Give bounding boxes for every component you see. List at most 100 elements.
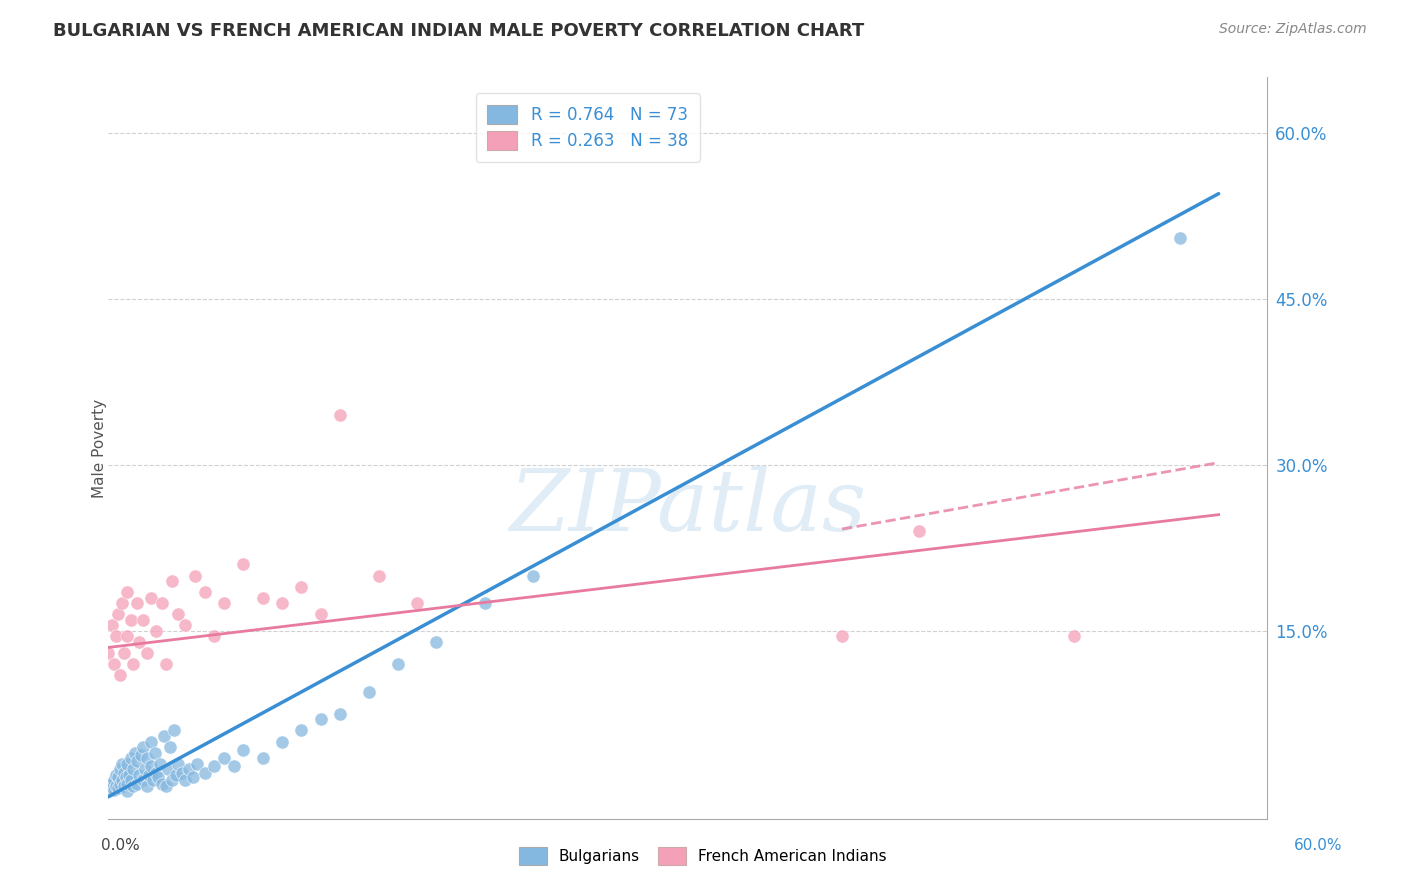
Point [329, 408, 352, 422]
Point [129, 747, 152, 762]
Point [117, 784, 139, 798]
Point [181, 770, 204, 784]
Point [271, 596, 294, 610]
Point [159, 740, 181, 755]
Point [148, 770, 170, 784]
Point [474, 596, 496, 610]
Point [357, 684, 380, 698]
Point [150, 776, 173, 790]
Point [104, 768, 127, 782]
Point [367, 568, 389, 582]
Point [101, 780, 124, 795]
Point [202, 759, 225, 773]
Point [145, 624, 167, 638]
Point [111, 596, 134, 610]
Point [107, 607, 129, 622]
Point [108, 668, 131, 682]
Point [222, 759, 245, 773]
Point [160, 574, 183, 588]
Point [831, 629, 853, 643]
Point [101, 618, 124, 632]
Point [232, 743, 254, 757]
Point [120, 773, 142, 788]
Text: BULGARIAN VS FRENCH AMERICAN INDIAN MALE POVERTY CORRELATION CHART: BULGARIAN VS FRENCH AMERICAN INDIAN MALE… [53, 22, 865, 40]
Point [139, 759, 162, 773]
Point [132, 740, 155, 755]
Legend: Bulgarians, French American Indians: Bulgarians, French American Indians [513, 841, 893, 871]
Text: Source: ZipAtlas.com: Source: ZipAtlas.com [1219, 22, 1367, 37]
Point [111, 773, 134, 788]
Point [112, 765, 135, 780]
Point [120, 751, 142, 765]
Point [97, 646, 120, 660]
Point [184, 568, 207, 582]
Point [150, 596, 173, 610]
Point [111, 756, 134, 771]
Text: 0.0%: 0.0% [101, 838, 141, 853]
Point [127, 596, 149, 610]
Point [139, 591, 162, 605]
Point [212, 596, 235, 610]
Point [138, 768, 160, 782]
Point [425, 635, 447, 649]
Point [124, 746, 146, 760]
Point [134, 762, 156, 776]
Point [135, 779, 157, 793]
Point [166, 607, 188, 622]
Point [97, 784, 120, 798]
Point [406, 596, 429, 610]
Point [118, 768, 141, 782]
Point [135, 751, 157, 765]
Text: 60.0%: 60.0% [1295, 838, 1343, 853]
Point [117, 756, 139, 771]
Point [139, 734, 162, 748]
Point [108, 762, 131, 776]
Point [104, 779, 127, 793]
Point [149, 756, 172, 771]
Text: ZIPatlas: ZIPatlas [509, 467, 866, 549]
Point [112, 646, 135, 660]
Point [163, 723, 186, 738]
Point [145, 765, 167, 780]
Point [127, 755, 149, 769]
Point [290, 723, 312, 738]
Point [117, 776, 139, 790]
Point [155, 779, 177, 793]
Point [271, 734, 294, 748]
Point [108, 776, 131, 790]
Point [132, 773, 155, 788]
Point [212, 751, 235, 765]
Point [128, 635, 150, 649]
Point [252, 591, 274, 605]
Point [179, 762, 201, 776]
Legend: R = 0.764   N = 73, R = 0.263   N = 38: R = 0.764 N = 73, R = 0.263 N = 38 [475, 93, 700, 161]
Point [117, 585, 139, 599]
Point [329, 706, 352, 721]
Point [252, 751, 274, 765]
Point [132, 613, 155, 627]
Point [117, 629, 139, 643]
Point [122, 657, 145, 671]
Point [186, 756, 208, 771]
Point [103, 773, 125, 788]
Point [160, 773, 183, 788]
Point [112, 779, 135, 793]
Point [143, 746, 166, 760]
Point [128, 768, 150, 782]
Point [170, 765, 193, 780]
Point [153, 729, 176, 743]
Point [103, 657, 125, 671]
Point [522, 568, 544, 582]
Point [127, 776, 149, 790]
Point [122, 779, 145, 793]
Point [107, 770, 129, 784]
Point [174, 618, 197, 632]
Point [166, 756, 188, 771]
Point [174, 773, 197, 788]
Y-axis label: Male Poverty: Male Poverty [93, 399, 107, 498]
Point [232, 558, 254, 572]
Point [194, 585, 217, 599]
Point [309, 713, 332, 727]
Point [1168, 231, 1191, 245]
Point [309, 607, 332, 622]
